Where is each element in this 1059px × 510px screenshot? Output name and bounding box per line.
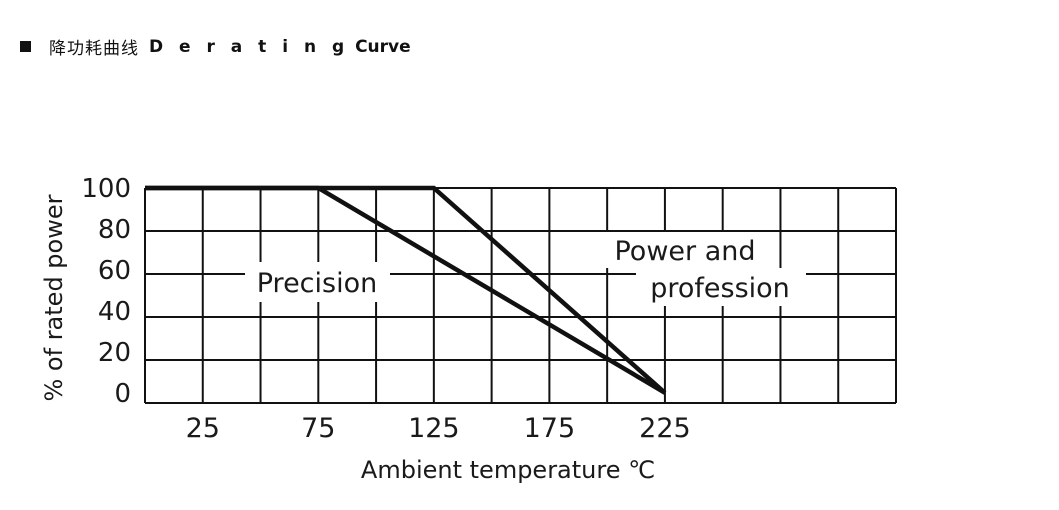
y-tick-label: 80 [98,215,131,245]
y-tick-label: 60 [98,256,131,286]
annotation-precision: Precision [257,268,377,299]
series-line-precision [145,185,667,395]
title-english-tail: Curve [349,36,411,57]
title-english: D e r a t i n g Curve [149,37,411,57]
x-tick-labels: 25 75 125 175 225 [186,413,691,444]
title-chinese: 降功耗曲线 [49,39,139,59]
annotations: Precision Power and profession [245,232,806,306]
x-tick-label: 175 [524,413,576,444]
annotation-profession: profession [650,273,790,304]
y-tick-labels: 0 20 40 60 80 100 [81,174,131,409]
y-tick-label: 40 [98,297,131,327]
grid [144,187,897,404]
annotation-background [245,262,390,302]
series-lines [145,185,667,395]
chart-heading: 降功耗曲线 D e r a t i n g Curve [20,34,411,59]
annotation-background [636,268,806,306]
y-axis-label: % of rated power [40,194,68,401]
x-tick-label: 25 [186,413,220,444]
x-tick-label: 75 [301,413,335,444]
x-axis-label: Ambient temperature ℃ [361,456,655,484]
annotation-background [600,232,770,268]
title-english-spaced: D e r a t i n g [149,36,350,57]
y-tick-label: 20 [98,338,131,368]
x-tick-label: 125 [408,413,460,444]
series-line-power-profession [145,185,667,395]
x-tick-label: 225 [639,413,691,444]
square-bullet-icon [20,41,31,52]
y-tick-label: 0 [114,379,131,409]
annotation-power-and: Power and [614,236,755,267]
y-tick-label: 100 [81,174,131,204]
